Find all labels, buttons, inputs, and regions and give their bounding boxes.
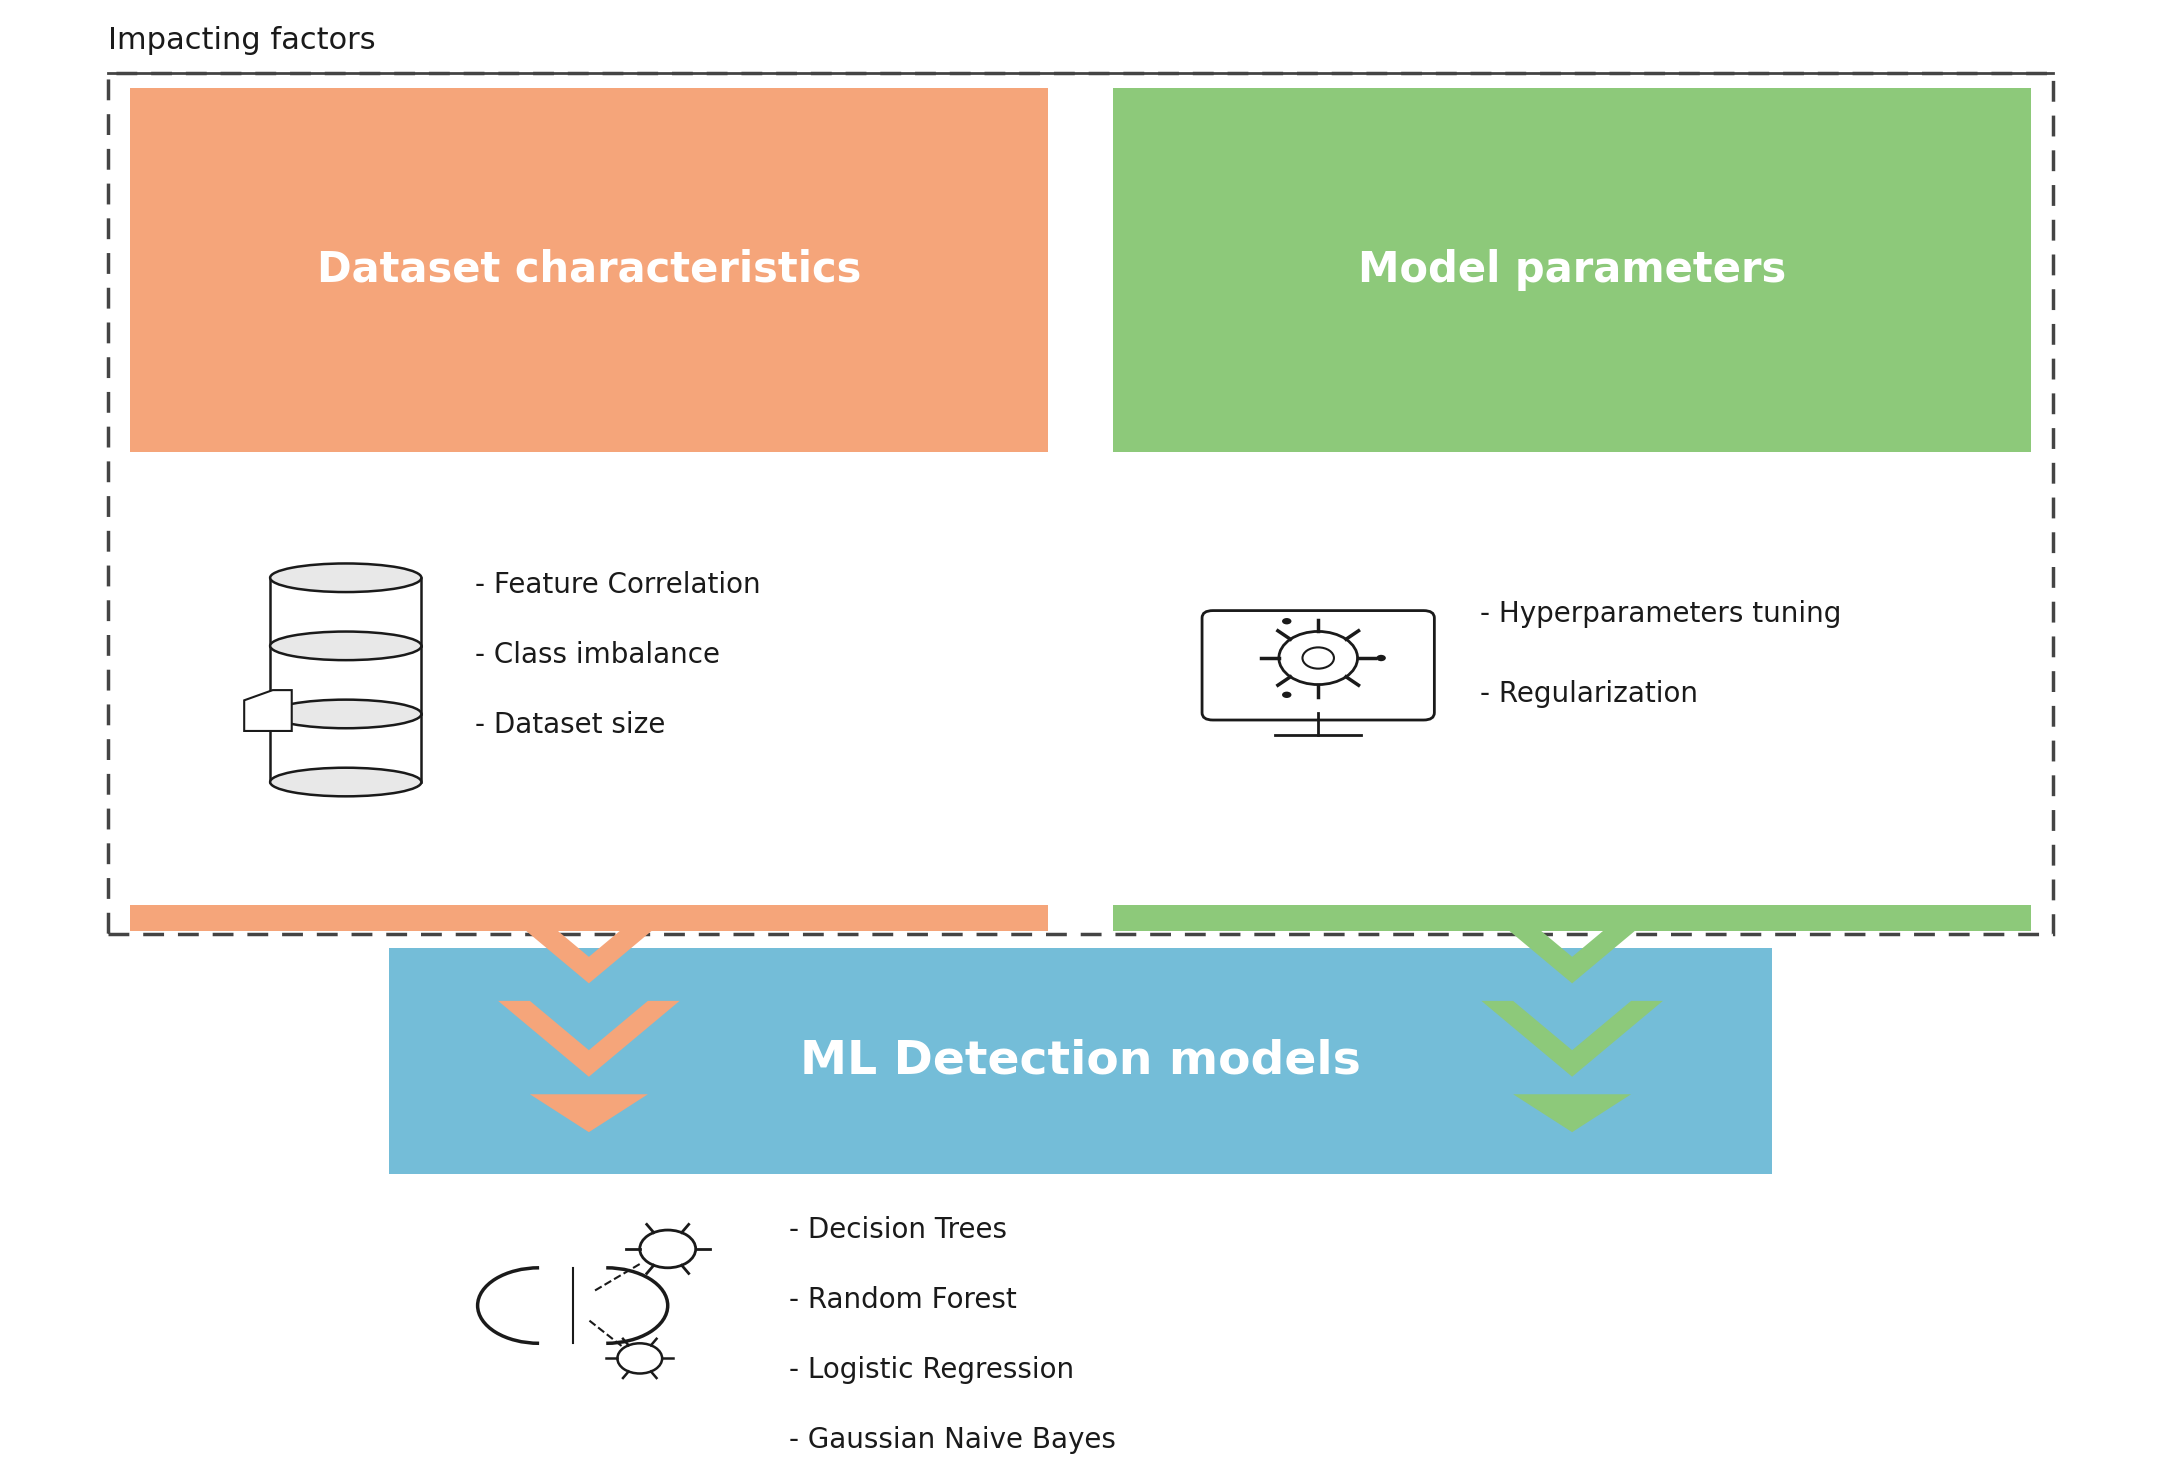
Ellipse shape: [270, 700, 421, 728]
Polygon shape: [244, 690, 292, 731]
Polygon shape: [497, 1001, 679, 1077]
Text: - Decision Trees: - Decision Trees: [789, 1215, 1007, 1245]
Polygon shape: [529, 1094, 648, 1132]
Polygon shape: [1482, 1001, 1664, 1077]
Text: - Logistic Regression: - Logistic Regression: [789, 1355, 1074, 1385]
FancyBboxPatch shape: [389, 948, 1772, 1174]
Text: Impacting factors: Impacting factors: [108, 26, 376, 55]
FancyBboxPatch shape: [130, 88, 1048, 452]
Circle shape: [1377, 655, 1385, 661]
Text: - Gaussian Naive Bayes: - Gaussian Naive Bayes: [789, 1425, 1115, 1455]
FancyBboxPatch shape: [1113, 88, 2031, 452]
Ellipse shape: [270, 563, 421, 592]
Ellipse shape: [270, 767, 421, 797]
Text: - Hyperparameters tuning: - Hyperparameters tuning: [1480, 600, 1841, 629]
Text: Dataset characteristics: Dataset characteristics: [318, 249, 860, 290]
Circle shape: [1281, 692, 1292, 697]
Text: - Regularization: - Regularization: [1480, 680, 1699, 709]
Text: ML Detection models: ML Detection models: [800, 1039, 1361, 1084]
Polygon shape: [497, 907, 679, 983]
Text: - Class imbalance: - Class imbalance: [475, 641, 720, 670]
Polygon shape: [1482, 907, 1664, 983]
Ellipse shape: [270, 632, 421, 659]
Text: - Feature Correlation: - Feature Correlation: [475, 570, 761, 600]
FancyBboxPatch shape: [130, 905, 1048, 931]
FancyBboxPatch shape: [1113, 905, 2031, 931]
Circle shape: [1281, 619, 1292, 624]
Text: - Random Forest: - Random Forest: [789, 1285, 1016, 1315]
Polygon shape: [1513, 1094, 1632, 1132]
Text: Model parameters: Model parameters: [1357, 249, 1787, 290]
Text: - Dataset size: - Dataset size: [475, 711, 666, 740]
